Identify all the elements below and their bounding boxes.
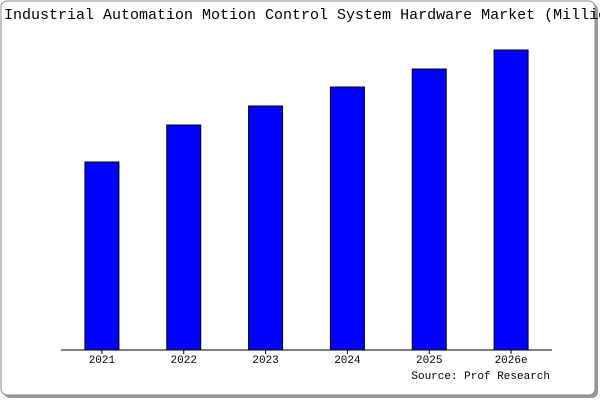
chart-title: Industrial Automation Motion Control Sys… <box>4 7 600 24</box>
bar <box>84 161 120 351</box>
source: Source: Prof Research <box>411 371 550 383</box>
bar <box>411 68 447 351</box>
bar <box>329 86 365 351</box>
x-tick-label: 2026e <box>495 355 528 367</box>
bar <box>493 49 529 351</box>
x-tick-label: 2022 <box>171 355 197 367</box>
x-tick-label: 2025 <box>416 355 442 367</box>
x-tick-label: 2021 <box>89 355 116 367</box>
x-tick-label: 2023 <box>252 355 278 367</box>
x-tick-label: 2024 <box>334 355 361 367</box>
bar <box>166 124 202 351</box>
bar <box>248 105 284 351</box>
